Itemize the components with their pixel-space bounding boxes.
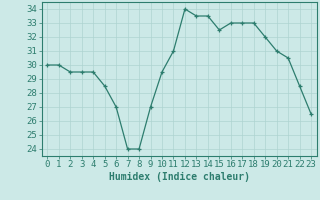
X-axis label: Humidex (Indice chaleur): Humidex (Indice chaleur) xyxy=(109,172,250,182)
